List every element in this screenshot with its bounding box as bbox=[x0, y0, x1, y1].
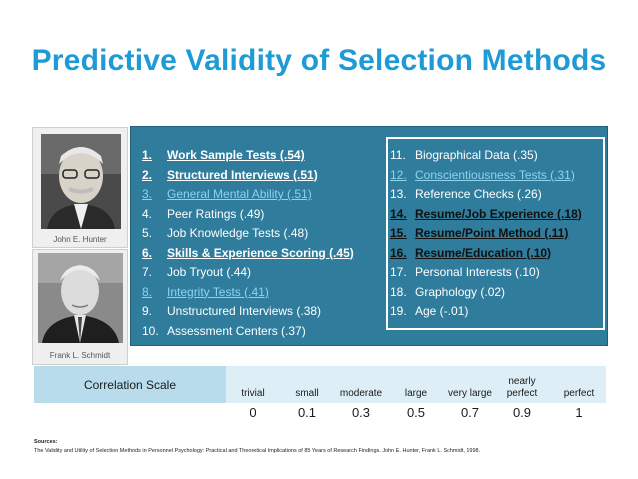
sources-note: Sources: The Validity and Utility of Sel… bbox=[34, 438, 614, 456]
list-item: 7. Job Tryout (.44) bbox=[142, 265, 252, 279]
scale-header: nearly perfect bbox=[506, 376, 538, 399]
page-title: Predictive Validity of Selection Methods bbox=[31, 44, 607, 77]
correlation-scale-table: Correlation Scale trivial small moderate… bbox=[34, 366, 606, 422]
hunter-portrait-drawing bbox=[41, 134, 121, 229]
list-item: 6. Skills & Experience Scoring (.45) bbox=[142, 245, 354, 260]
scale-value: 1 bbox=[575, 405, 583, 420]
list-item: 11. Biographical Data (.35) bbox=[390, 148, 538, 162]
list-item: 18. Graphology (.02) bbox=[390, 284, 506, 299]
hunter-caption: John E. Hunter bbox=[53, 235, 107, 244]
scale-value: 0.7 bbox=[460, 405, 480, 420]
scale-header: moderate bbox=[339, 388, 383, 399]
list-item: 19. Age (-.01) bbox=[390, 304, 469, 318]
list-item: 1. Work Sample Tests (.54) bbox=[142, 148, 305, 162]
scale-header: very large bbox=[448, 388, 492, 399]
list-item: 3. General Mental Ability (.51) bbox=[142, 187, 312, 201]
scale-header: perfect bbox=[563, 388, 595, 399]
list-item: 10. Assessment Centers (.37) bbox=[142, 323, 306, 338]
scale-value: 0.1 bbox=[297, 405, 317, 420]
list-item: 2. Structured Interviews (.51) bbox=[142, 167, 318, 182]
list-item: 16. Resume/Education (.10) bbox=[390, 245, 552, 260]
schmidt-portrait bbox=[38, 253, 123, 343]
scale-value: 0.3 bbox=[351, 405, 371, 420]
scale-header: small bbox=[295, 388, 319, 399]
list-item: 12. Conscientiousness Tests (.31) bbox=[390, 167, 575, 182]
list-item: 15. Resume/Point Method (.11) bbox=[390, 226, 569, 240]
scale-value-row: 0 0.1 0.3 0.5 0.7 0.9 1 bbox=[226, 403, 606, 422]
scale-value: 0.5 bbox=[406, 405, 426, 420]
scale-value: 0.9 bbox=[512, 405, 532, 420]
hunter-photo-card: John E. Hunter bbox=[32, 127, 128, 248]
list-item: 9. Unstructured Interviews (.38) bbox=[142, 304, 322, 318]
list-item: 13. Reference Checks (.26) bbox=[390, 187, 542, 201]
scale-value: 0 bbox=[249, 405, 257, 420]
methods-list-left: 1. Work Sample Tests (.54) 2. Structured I… bbox=[142, 146, 354, 341]
list-item: 4. Peer Ratings (.49) bbox=[142, 206, 265, 221]
hunter-portrait bbox=[41, 134, 121, 229]
list-item: 17. Personal Interests (.10) bbox=[390, 265, 540, 279]
list-item: 14. Resume/Job Experience (.18) bbox=[390, 206, 582, 221]
right-list-box bbox=[386, 137, 605, 330]
schmidt-portrait-drawing bbox=[38, 253, 123, 343]
list-item: 5. Job Knowledge Tests (.48) bbox=[142, 226, 309, 240]
list-item: 8. Integrity Tests (.41) bbox=[142, 284, 269, 299]
scale-header-row: trivial small moderate large very large … bbox=[226, 366, 606, 403]
scale-header: large bbox=[404, 388, 428, 399]
schmidt-caption: Frank L. Schmidt bbox=[49, 351, 111, 360]
sources-label: Sources: bbox=[34, 439, 58, 445]
methods-list-right: 11. Biographical Data (.35) 12. Conscienti… bbox=[390, 146, 582, 322]
schmidt-photo-card: Frank L. Schmidt bbox=[32, 249, 128, 365]
scale-header: trivial bbox=[241, 388, 265, 399]
methods-panel bbox=[130, 126, 608, 346]
correlation-scale-label: Correlation Scale bbox=[34, 366, 226, 403]
sources-text: The Validity and Utility of Selection Me… bbox=[34, 448, 481, 454]
